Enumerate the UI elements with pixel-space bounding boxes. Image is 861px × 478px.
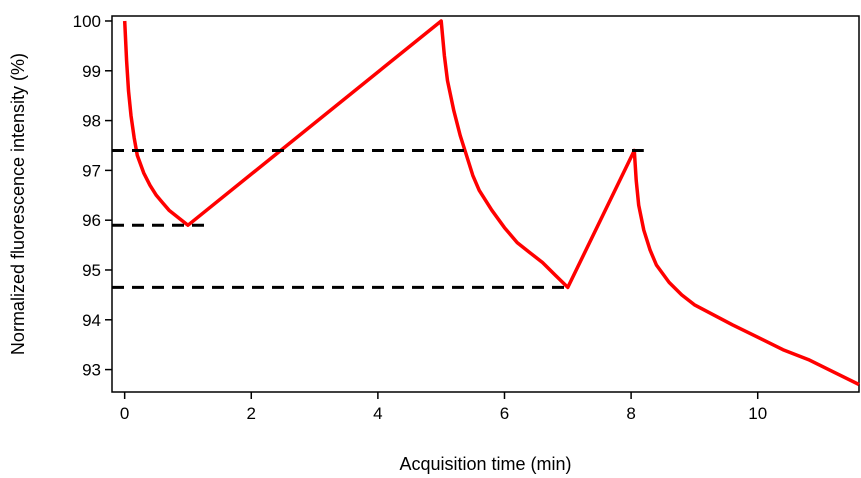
x-tick-label: 4: [373, 404, 382, 423]
x-tick-label: 8: [626, 404, 635, 423]
y-tick-label: 94: [82, 311, 101, 330]
x-tick-label: 2: [247, 404, 256, 423]
plot-frame: [111, 15, 860, 393]
x-tick-label: 10: [748, 404, 767, 423]
y-axis: 93 94 95 96 97 98 99 100: [73, 12, 112, 380]
x-tick-label: 0: [120, 404, 129, 423]
intensity-line: [122, 19, 860, 387]
y-tick-label: 99: [82, 62, 101, 81]
y-tick-label: 98: [82, 112, 101, 131]
y-tick-label: 100: [73, 12, 101, 31]
x-axis-title: Acquisition time (min): [399, 454, 571, 474]
y-tick-label: 96: [82, 211, 101, 230]
y-tick-label: 97: [82, 161, 101, 180]
plot-area: [111, 15, 860, 393]
y-axis-title: Normalized fluorescence intensity (%): [8, 53, 28, 355]
x-axis: 0 2 4 6 8 10: [120, 392, 767, 423]
series-layer: [112, 19, 860, 387]
x-tick-label: 6: [500, 404, 509, 423]
y-tick-label: 93: [82, 361, 101, 380]
y-tick-label: 95: [82, 261, 101, 280]
